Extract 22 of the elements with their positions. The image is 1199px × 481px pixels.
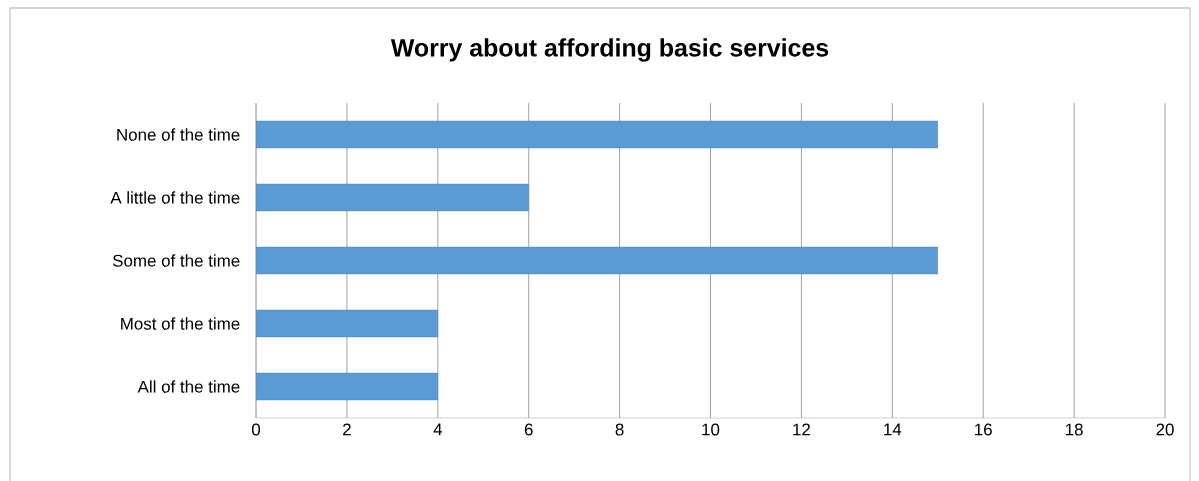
x-tick-label: 4: [433, 423, 443, 436]
bar: [256, 120, 938, 149]
y-tick-label: A little of the time: [110, 191, 240, 204]
x-tick-label: 2: [343, 423, 351, 436]
x-tick-label: 8: [615, 423, 624, 436]
y-tick-label: All of the time: [137, 380, 240, 393]
x-tick-label: 0: [251, 423, 261, 436]
y-tick-label: None of the time: [117, 128, 240, 141]
x-tick-label: 16: [975, 423, 992, 436]
x-tick-label: 14: [884, 423, 902, 436]
bar: [256, 183, 529, 212]
x-tick-label: 6: [524, 423, 533, 436]
bar: [256, 372, 438, 401]
x-tick-label: 12: [793, 423, 810, 436]
bar: [256, 246, 938, 275]
y-tick-label: Some of the time: [112, 254, 240, 267]
x-tick-label: 18: [1065, 423, 1083, 436]
x-tick-label: 20: [1156, 423, 1174, 436]
y-tick-label: Most of the time: [121, 317, 240, 330]
chart-title: Worry about affording basic services: [390, 38, 829, 62]
x-tick-label: 10: [702, 423, 720, 436]
bar: [256, 309, 438, 338]
